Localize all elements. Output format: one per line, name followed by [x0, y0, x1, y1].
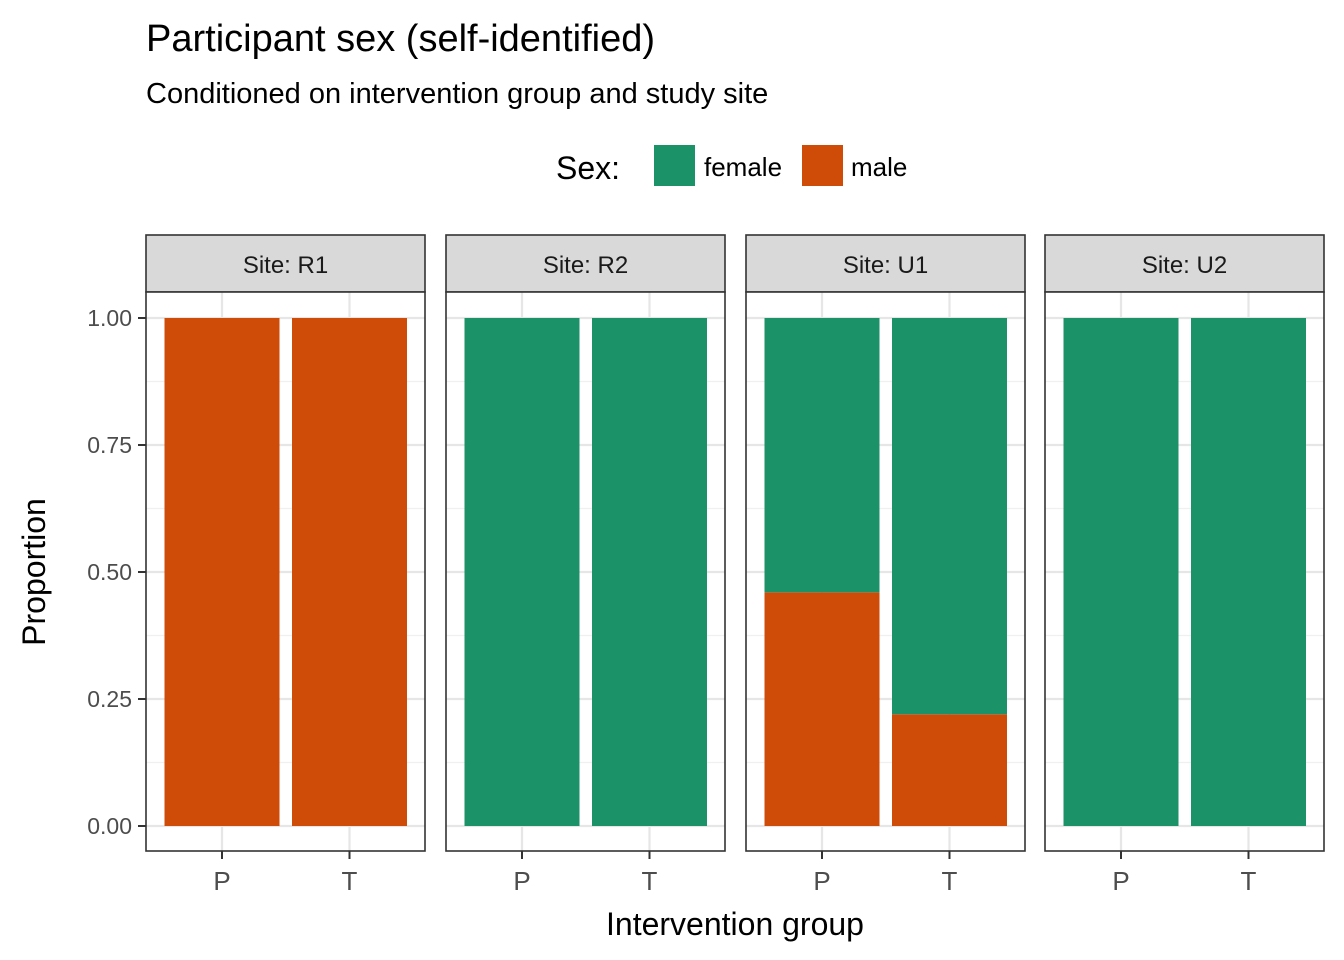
x-tick-label: P	[1112, 866, 1129, 896]
x-tick-label: P	[513, 866, 530, 896]
facet-strip	[745, 234, 1026, 293]
y-tick-label: 0.00	[87, 813, 132, 839]
bar-male-T	[292, 318, 407, 826]
x-tick-label: T	[942, 866, 958, 896]
x-axis-title: Intervention group	[606, 906, 864, 942]
bar-female-T	[592, 318, 707, 826]
x-tick-label: T	[342, 866, 358, 896]
facet-strip	[145, 234, 426, 293]
facet-panel: Site: R1 P T	[145, 234, 426, 896]
y-tick-label: 1.00	[87, 305, 132, 331]
x-tick-label: P	[813, 866, 830, 896]
y-tick-label: 0.75	[87, 432, 132, 458]
legend-label-male: male	[851, 152, 907, 182]
panel-border	[1044, 291, 1325, 852]
facet-label: Site: U2	[1142, 252, 1227, 279]
y-tick-label: 0.50	[87, 559, 132, 585]
facet-strip	[1044, 234, 1325, 293]
facet-label: Site: U1	[843, 252, 928, 279]
bar-female-P	[464, 318, 580, 826]
bar-male-P	[764, 592, 880, 826]
x-tick-label: P	[213, 866, 230, 896]
chart-title: Participant sex (self-identified)	[146, 18, 655, 60]
facet-panel: Site: U1 P T	[745, 234, 1026, 896]
legend: Sex: female male	[556, 145, 907, 186]
bar-female-T	[1191, 318, 1306, 826]
legend-key-male	[802, 145, 843, 186]
facet-panel: Site: U2 P T	[1044, 234, 1325, 896]
legend-key-female	[654, 145, 695, 186]
bar-female-P	[1063, 318, 1179, 826]
y-tick-label: 0.25	[87, 686, 132, 712]
legend-label-female: female	[704, 152, 782, 182]
facet-strip	[445, 234, 726, 293]
x-tick-label: T	[1241, 866, 1257, 896]
bar-male-T	[892, 714, 1007, 826]
chart-subtitle: Conditioned on intervention group and st…	[146, 78, 768, 110]
bar-male-P	[164, 318, 280, 826]
y-axis-title: Proportion	[16, 498, 52, 646]
y-axis: 0.00 0.25 0.50 0.75 1.00	[87, 305, 146, 839]
bar-female-T	[892, 318, 1007, 715]
panel-border	[445, 291, 726, 852]
facet-label: Site: R2	[543, 252, 628, 279]
facet-panel: Site: R2 P T	[445, 234, 726, 896]
bar-female-P	[764, 318, 880, 593]
facet-panels: Site: R1 P T Site: R2 P T Site: U1 P T Site: U2 P T…	[87, 234, 1325, 896]
panel-border	[745, 291, 1026, 852]
x-tick-label: T	[642, 866, 658, 896]
facet-label: Site: R1	[243, 252, 328, 279]
legend-title: Sex:	[556, 150, 620, 186]
